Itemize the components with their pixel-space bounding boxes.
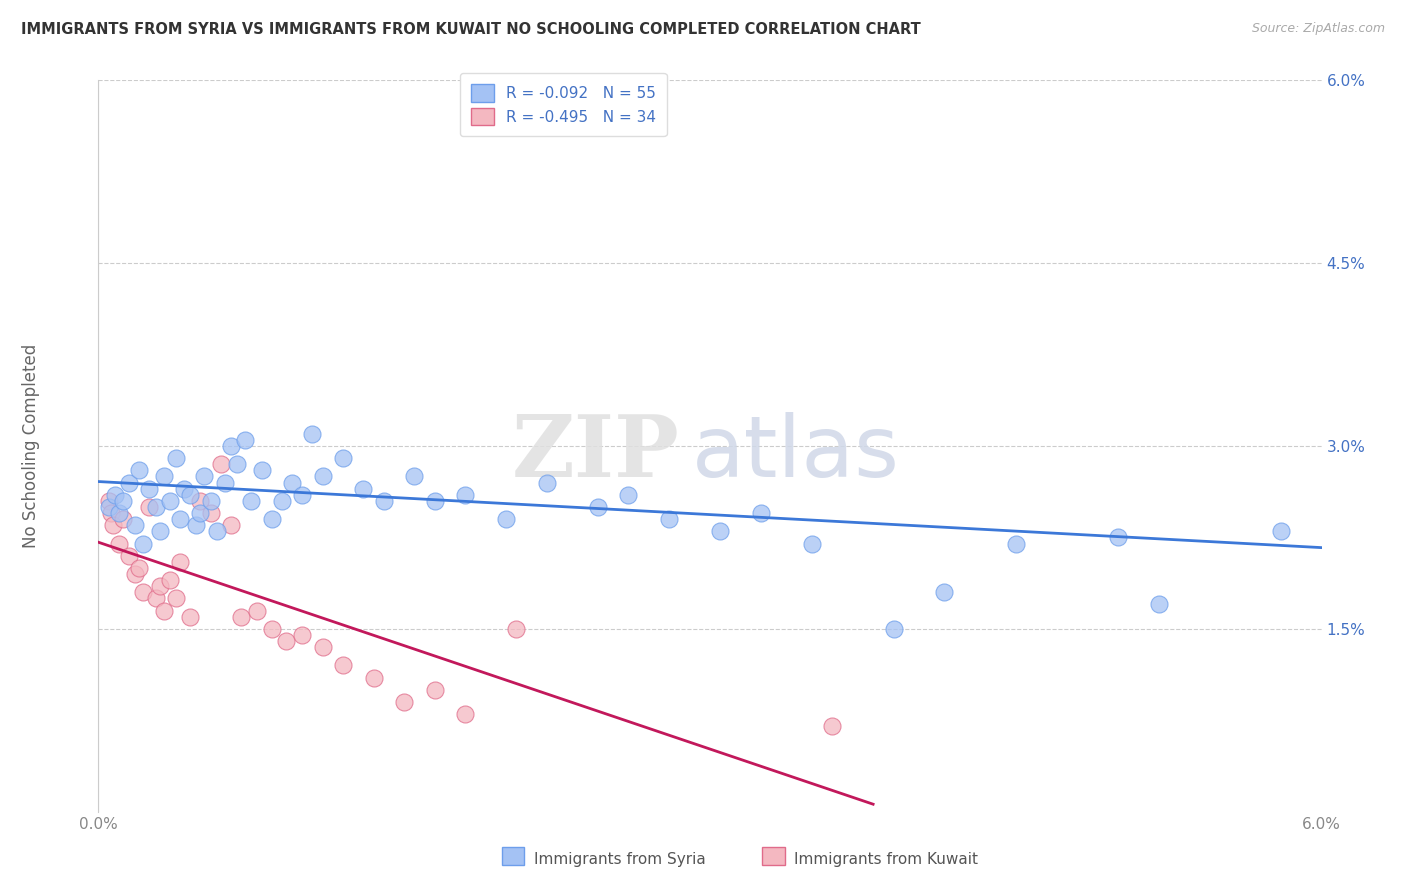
Point <box>260 622 283 636</box>
Point <box>108 536 131 550</box>
Point <box>149 524 172 539</box>
Point <box>1270 524 1292 539</box>
Point <box>226 457 249 471</box>
Point <box>118 475 141 490</box>
Point <box>200 506 222 520</box>
Point <box>1004 536 1026 550</box>
Point <box>332 451 354 466</box>
Text: No Schooling Completed: No Schooling Completed <box>22 344 41 548</box>
Point <box>404 469 426 483</box>
Point <box>617 488 640 502</box>
Point <box>97 494 120 508</box>
Point <box>209 457 232 471</box>
Point <box>505 622 527 636</box>
Point <box>214 475 236 490</box>
Text: Immigrants from Syria: Immigrants from Syria <box>534 852 706 867</box>
Text: Immigrants from Kuwait: Immigrants from Kuwait <box>794 852 979 867</box>
Text: IMMIGRANTS FROM SYRIA VS IMMIGRANTS FROM KUWAIT NO SCHOOLING COMPLETED CORRELATI: IMMIGRANTS FROM SYRIA VS IMMIGRANTS FROM… <box>21 22 921 37</box>
Bar <box>762 847 785 865</box>
Point <box>332 658 354 673</box>
Point <box>108 506 131 520</box>
Point <box>352 482 374 496</box>
Point <box>658 512 681 526</box>
Text: ZIP: ZIP <box>512 411 679 495</box>
Point <box>219 518 242 533</box>
Point <box>188 506 211 520</box>
Point <box>250 463 273 477</box>
Point <box>934 585 956 599</box>
Point <box>281 475 304 490</box>
Point <box>145 591 167 606</box>
Point <box>111 512 134 526</box>
Point <box>454 707 477 722</box>
Point <box>423 494 446 508</box>
Point <box>138 500 160 514</box>
Point <box>311 469 335 483</box>
Point <box>193 469 215 483</box>
Point <box>801 536 824 550</box>
Point <box>188 494 211 508</box>
Point <box>124 567 146 582</box>
Point <box>205 524 228 539</box>
Point <box>124 518 146 533</box>
Point <box>373 494 395 508</box>
Point <box>1147 598 1170 612</box>
Point <box>363 671 385 685</box>
Point <box>423 682 446 697</box>
Point <box>260 512 283 526</box>
Point <box>301 426 323 441</box>
Point <box>97 500 120 514</box>
Point <box>291 488 314 502</box>
Point <box>152 604 174 618</box>
Point <box>179 488 201 502</box>
Point <box>233 433 256 447</box>
Point <box>392 695 416 709</box>
Point <box>104 488 127 502</box>
Point <box>169 512 191 526</box>
Point <box>291 628 314 642</box>
Point <box>200 494 222 508</box>
Point <box>152 469 174 483</box>
Point <box>1107 530 1129 544</box>
Text: atlas: atlas <box>692 412 900 495</box>
Point <box>709 524 731 539</box>
Point <box>749 506 772 520</box>
Text: Source: ZipAtlas.com: Source: ZipAtlas.com <box>1251 22 1385 36</box>
Bar <box>502 847 524 865</box>
Point <box>159 494 181 508</box>
Point <box>219 439 242 453</box>
Point <box>132 585 155 599</box>
Point <box>101 518 124 533</box>
Point <box>882 622 904 636</box>
Point <box>100 506 122 520</box>
Point <box>536 475 558 490</box>
Point <box>240 494 263 508</box>
Point <box>495 512 517 526</box>
Point <box>454 488 477 502</box>
Point <box>111 494 134 508</box>
Point <box>821 719 844 733</box>
Point <box>229 609 253 624</box>
Point <box>145 500 167 514</box>
Point <box>128 463 150 477</box>
Point <box>274 634 297 648</box>
Point <box>586 500 609 514</box>
Point <box>138 482 160 496</box>
Point <box>149 579 172 593</box>
Legend: R = -0.092   N = 55, R = -0.495   N = 34: R = -0.092 N = 55, R = -0.495 N = 34 <box>460 73 666 136</box>
Point <box>128 561 150 575</box>
Point <box>165 451 187 466</box>
Point <box>173 482 195 496</box>
Point <box>165 591 187 606</box>
Point <box>270 494 292 508</box>
Point <box>246 604 269 618</box>
Point <box>311 640 335 655</box>
Point <box>169 555 191 569</box>
Point <box>159 573 181 587</box>
Point <box>118 549 141 563</box>
Point <box>132 536 155 550</box>
Point <box>179 609 201 624</box>
Point <box>186 518 208 533</box>
Point <box>586 116 609 130</box>
